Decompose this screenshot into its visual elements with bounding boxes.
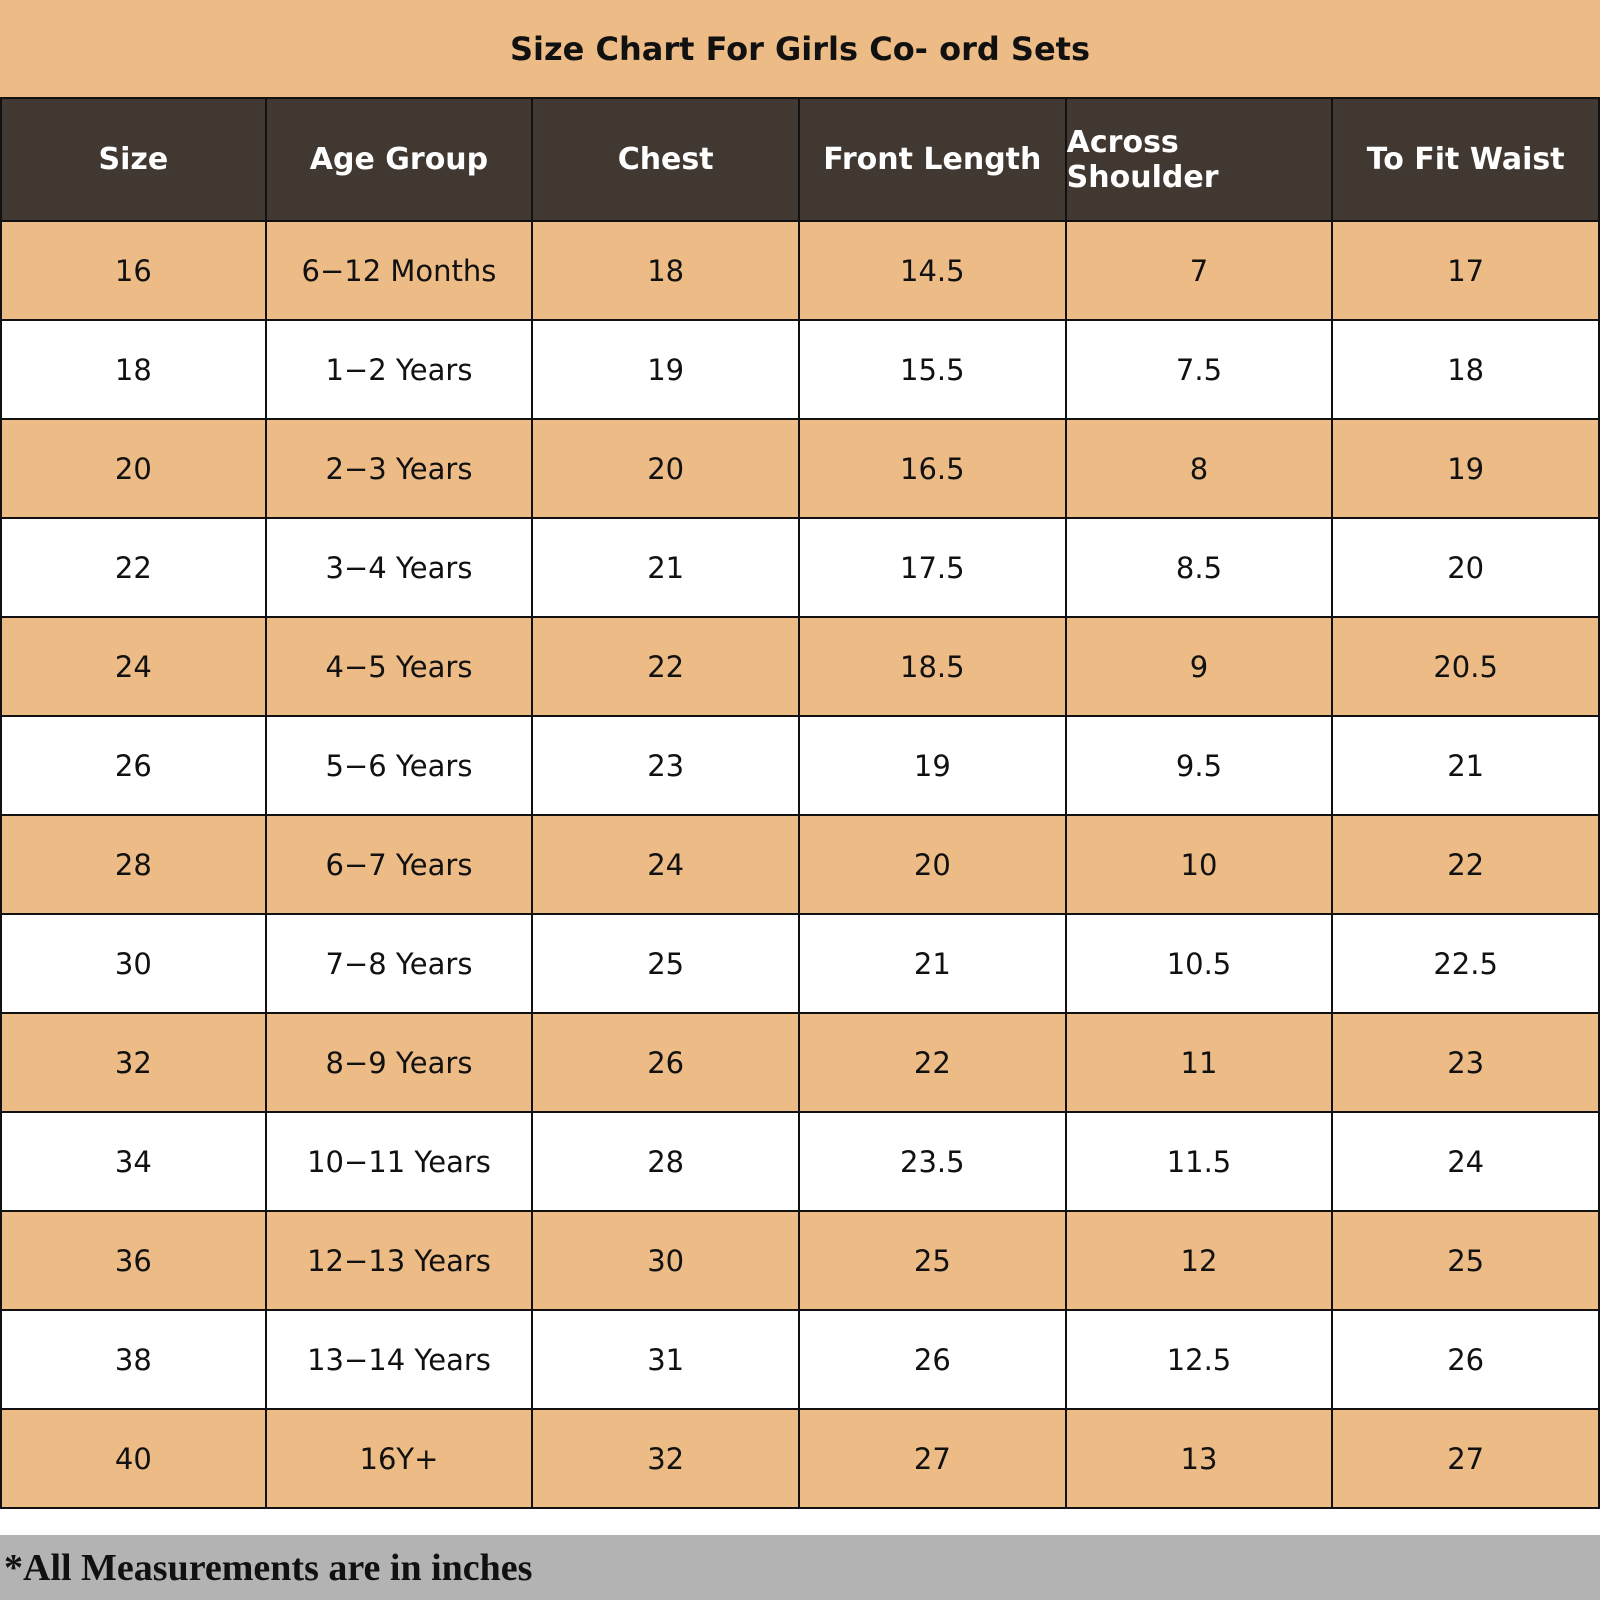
table-cell: 19 bbox=[533, 321, 800, 420]
table-cell: 16Y+ bbox=[266, 1410, 534, 1509]
column-header: To Fit Waist bbox=[1333, 97, 1600, 222]
table-cell: 10 bbox=[1066, 816, 1334, 915]
table-cell: 22.5 bbox=[1333, 915, 1600, 1014]
table-cell: 13 bbox=[1066, 1410, 1334, 1509]
table-cell: 9.5 bbox=[1066, 717, 1334, 816]
table-cell: 3−4 Years bbox=[266, 519, 534, 618]
table-cell: 25 bbox=[800, 1212, 1067, 1311]
table-cell: 34 bbox=[0, 1113, 267, 1212]
table-cell: 18 bbox=[533, 222, 800, 321]
table-cell: 8.5 bbox=[1066, 519, 1334, 618]
table-cell: 7 bbox=[1066, 222, 1334, 321]
table-cell: 24 bbox=[0, 618, 267, 717]
table-cell: 16 bbox=[0, 222, 267, 321]
table-cell: 21 bbox=[533, 519, 800, 618]
table-cell: 22 bbox=[800, 1014, 1067, 1113]
column-header: Size bbox=[0, 97, 267, 222]
table-cell: 11.5 bbox=[1066, 1113, 1334, 1212]
table-cell: 10.5 bbox=[1066, 915, 1334, 1014]
table-cell: 21 bbox=[1333, 717, 1600, 816]
table-cell: 19 bbox=[800, 717, 1067, 816]
table-cell: 27 bbox=[1333, 1410, 1600, 1509]
title: Size Chart For Girls Co- ord Sets bbox=[0, 0, 1600, 97]
table-cell: 32 bbox=[0, 1014, 267, 1113]
table-cell: 9 bbox=[1066, 618, 1334, 717]
table-cell: 14.5 bbox=[800, 222, 1067, 321]
table-cell: 12.5 bbox=[1066, 1311, 1334, 1410]
table-cell: 17 bbox=[1333, 222, 1600, 321]
table-cell: 20 bbox=[0, 420, 267, 519]
column-header: Chest bbox=[533, 97, 800, 222]
table-cell: 22 bbox=[0, 519, 267, 618]
table-cell: 11 bbox=[1066, 1014, 1334, 1113]
table-cell: 18.5 bbox=[800, 618, 1067, 717]
table-cell: 20 bbox=[1333, 519, 1600, 618]
table-cell: 17.5 bbox=[800, 519, 1067, 618]
table-cell: 25 bbox=[533, 915, 800, 1014]
table-cell: 28 bbox=[533, 1113, 800, 1212]
table-cell: 16.5 bbox=[800, 420, 1067, 519]
table-cell: 22 bbox=[1333, 816, 1600, 915]
table-cell: 31 bbox=[533, 1311, 800, 1410]
table-cell: 8−9 Years bbox=[266, 1014, 534, 1113]
table-cell: 25 bbox=[1333, 1212, 1600, 1311]
table-cell: 23 bbox=[533, 717, 800, 816]
table-cell: 19 bbox=[1333, 420, 1600, 519]
table-cell: 12 bbox=[1066, 1212, 1334, 1311]
column-header: Front Length bbox=[800, 97, 1067, 222]
column-header: Age Group bbox=[266, 97, 534, 222]
table-cell: 36 bbox=[0, 1212, 267, 1311]
table-cell: 18 bbox=[1333, 321, 1600, 420]
table-cell: 26 bbox=[0, 717, 267, 816]
table-cell: 15.5 bbox=[800, 321, 1067, 420]
table-cell: 6−12 Months bbox=[266, 222, 534, 321]
table-cell: 2−3 Years bbox=[266, 420, 534, 519]
table-cell: 5−6 Years bbox=[266, 717, 534, 816]
footnote: *All Measurements are in inches bbox=[0, 1535, 1600, 1600]
table-cell: 26 bbox=[800, 1311, 1067, 1410]
table-cell: 40 bbox=[0, 1410, 267, 1509]
table-cell: 1−2 Years bbox=[266, 321, 534, 420]
size-table: Size Age Group Chest Front Length Across Sho… bbox=[0, 97, 1600, 1510]
table-cell: 26 bbox=[533, 1014, 800, 1113]
table-cell: 18 bbox=[0, 321, 267, 420]
table-cell: 26 bbox=[1333, 1311, 1600, 1410]
table-cell: 6−7 Years bbox=[266, 816, 534, 915]
table-cell: 10−11 Years bbox=[266, 1113, 534, 1212]
table-cell: 38 bbox=[0, 1311, 267, 1410]
table-cell: 20 bbox=[533, 420, 800, 519]
table-cell: 8 bbox=[1066, 420, 1334, 519]
table-cell: 7−8 Years bbox=[266, 915, 534, 1014]
table-cell: 24 bbox=[1333, 1113, 1600, 1212]
table-cell: 30 bbox=[0, 915, 267, 1014]
table-cell: 27 bbox=[800, 1410, 1067, 1509]
column-header: Across Shoulder bbox=[1066, 97, 1334, 222]
table-cell: 23.5 bbox=[800, 1113, 1067, 1212]
table-cell: 21 bbox=[800, 915, 1067, 1014]
table-cell: 7.5 bbox=[1066, 321, 1334, 420]
table-cell: 32 bbox=[533, 1410, 800, 1509]
table-cell: 12−13 Years bbox=[266, 1212, 534, 1311]
table-cell: 20 bbox=[800, 816, 1067, 915]
table-cell: 23 bbox=[1333, 1014, 1600, 1113]
table-cell: 24 bbox=[533, 816, 800, 915]
table-cell: 22 bbox=[533, 618, 800, 717]
table-cell: 30 bbox=[533, 1212, 800, 1311]
table-cell: 28 bbox=[0, 816, 267, 915]
table-cell: 4−5 Years bbox=[266, 618, 534, 717]
table-cell: 13−14 Years bbox=[266, 1311, 534, 1410]
table-cell: 20.5 bbox=[1333, 618, 1600, 717]
